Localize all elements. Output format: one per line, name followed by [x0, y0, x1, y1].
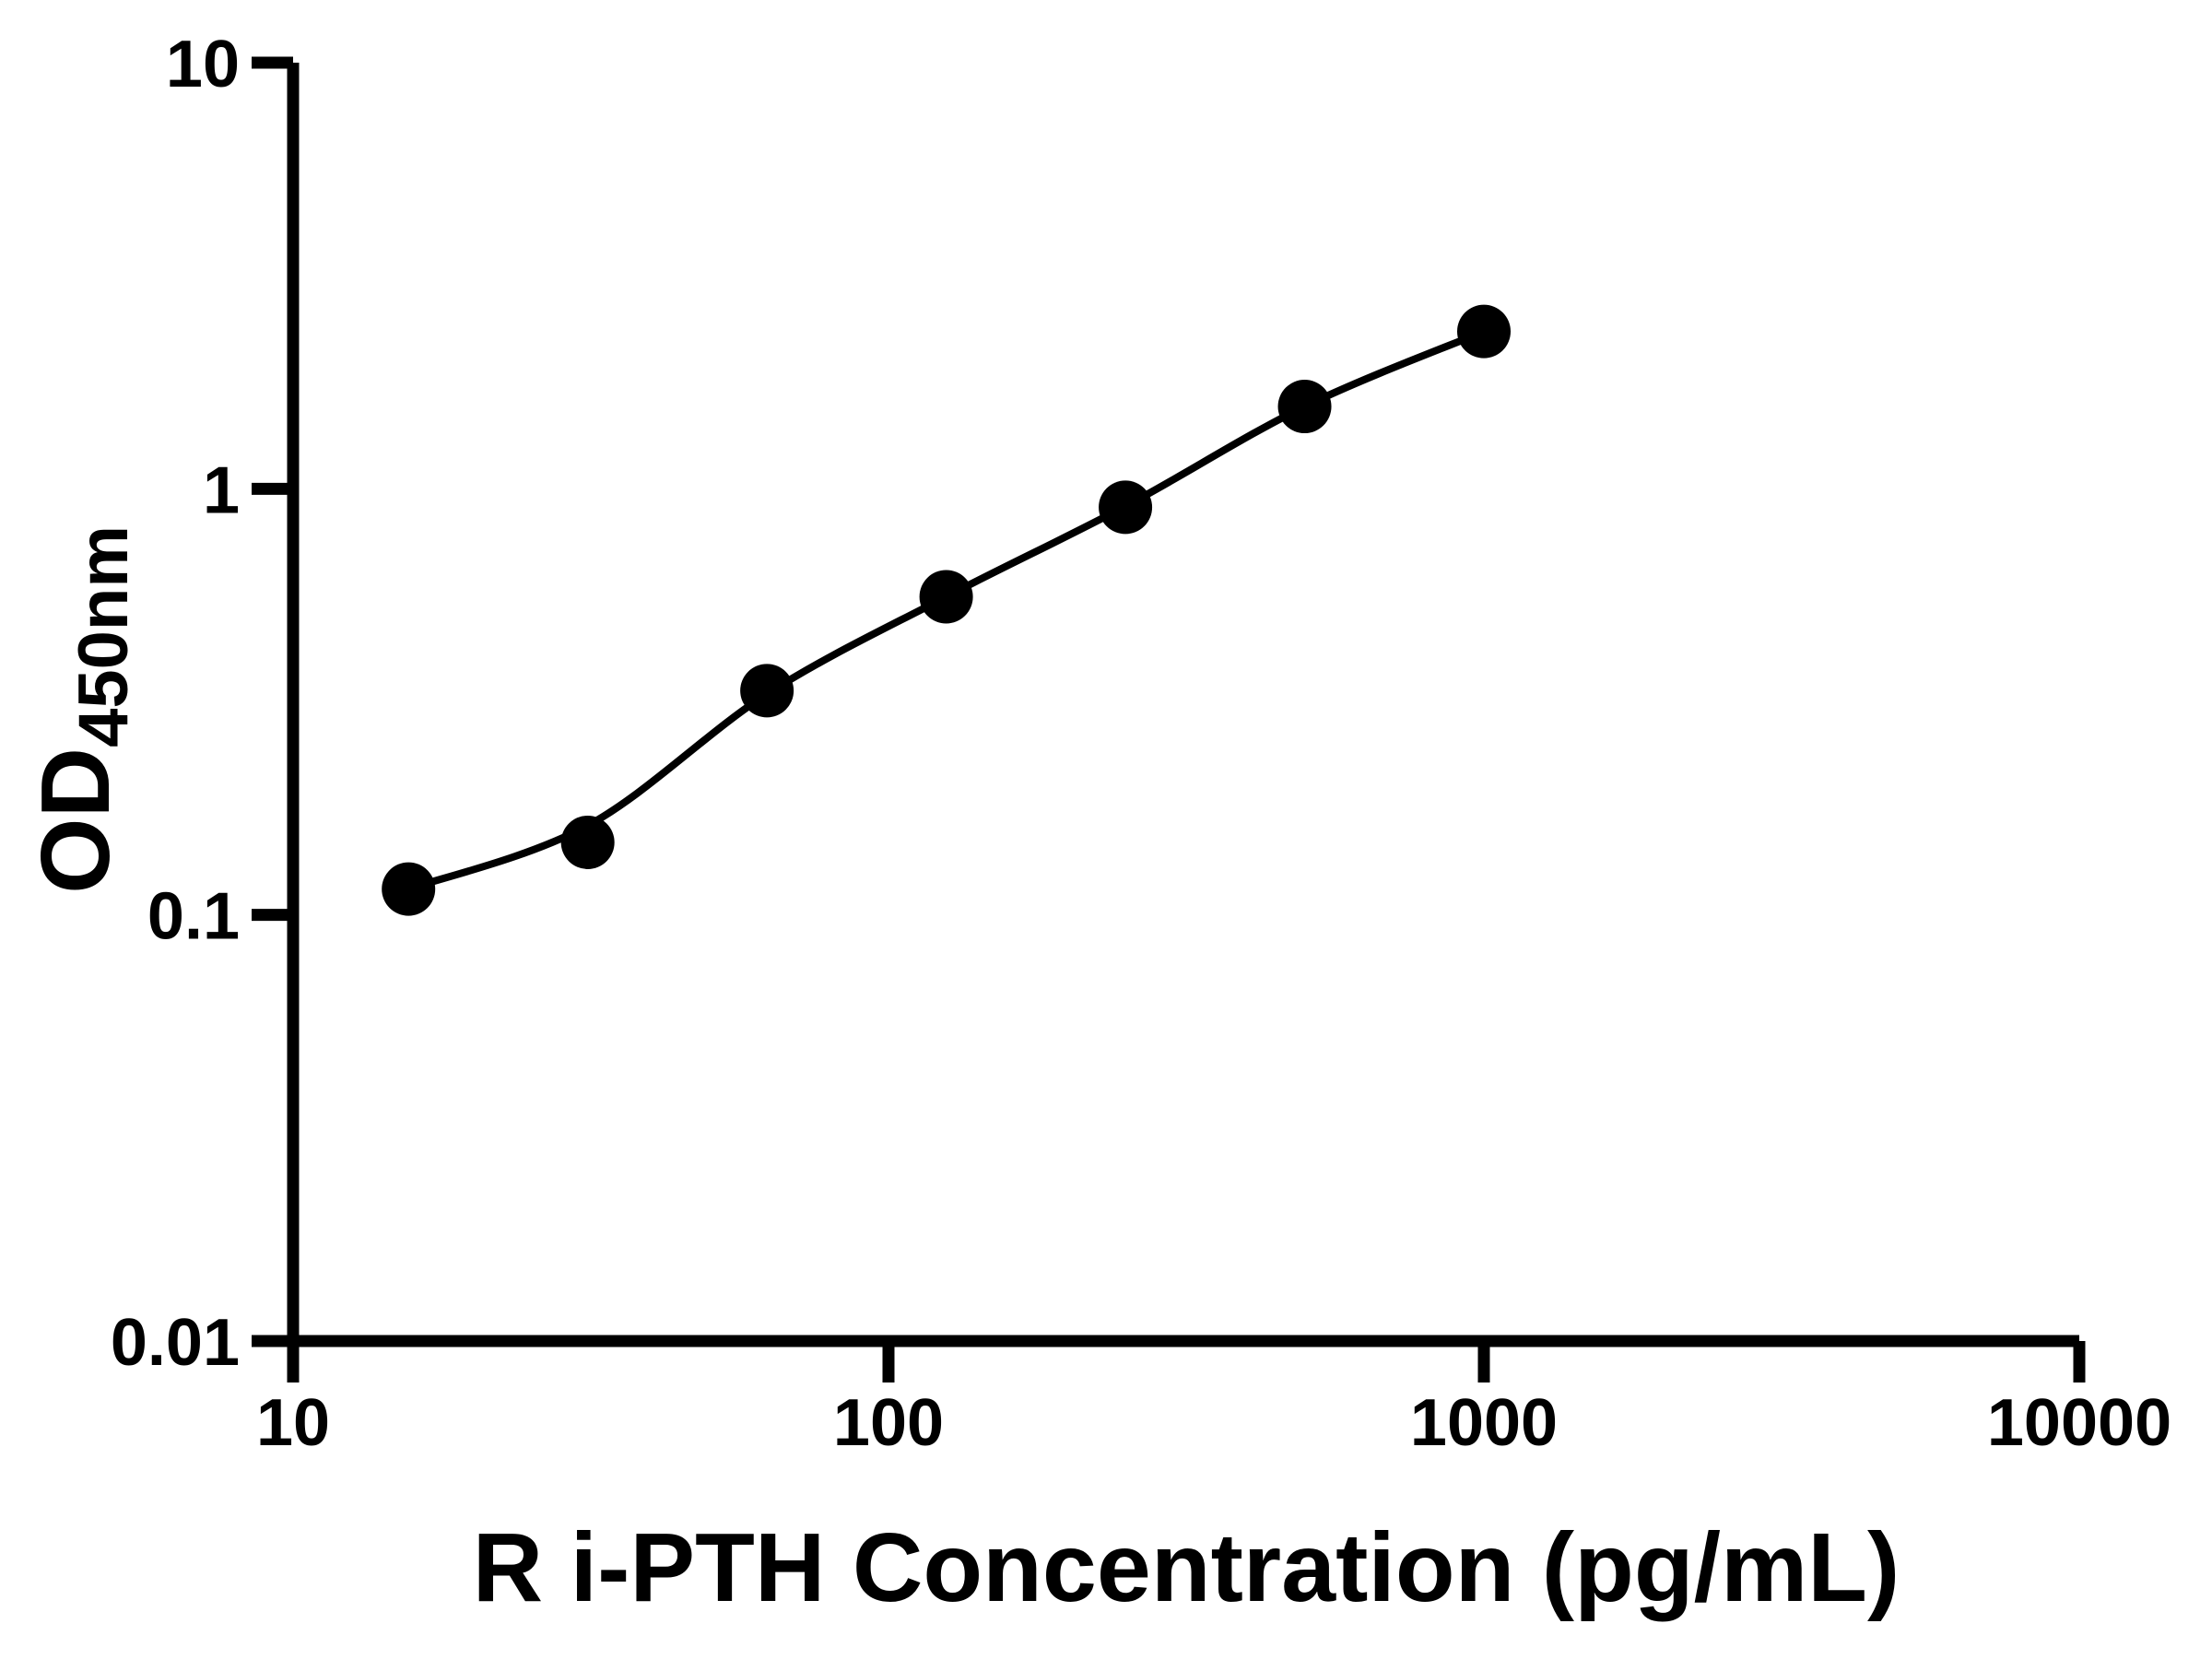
data-point: [382, 862, 436, 916]
data-point: [919, 570, 973, 624]
data-point: [560, 815, 615, 869]
x-tick-label: 100: [833, 1386, 944, 1460]
y-tick-label: 10: [166, 28, 240, 101]
y-axis-title-subscript: 450nm: [65, 525, 143, 747]
data-point: [740, 664, 794, 718]
y-axis-title-main: OD: [21, 747, 130, 894]
y-tick-label: 0.01: [111, 1306, 240, 1380]
data-point: [1099, 480, 1153, 535]
x-tick-label: 10: [256, 1386, 330, 1460]
data-point: [1277, 380, 1332, 434]
x-axis-title: R i-PTH Concentration (pg/mL): [473, 1513, 1900, 1622]
data-point: [1457, 304, 1511, 359]
series-layer: [382, 304, 1511, 916]
axis-spines: [287, 63, 2079, 1347]
x-tick-label: 10000: [1987, 1386, 2171, 1460]
y-tick-label: 1: [203, 453, 240, 527]
x-tick-label: 1000: [1410, 1386, 1558, 1460]
y-tick-label: 0.1: [147, 880, 240, 954]
y-axis-title: OD450nm: [21, 525, 143, 894]
